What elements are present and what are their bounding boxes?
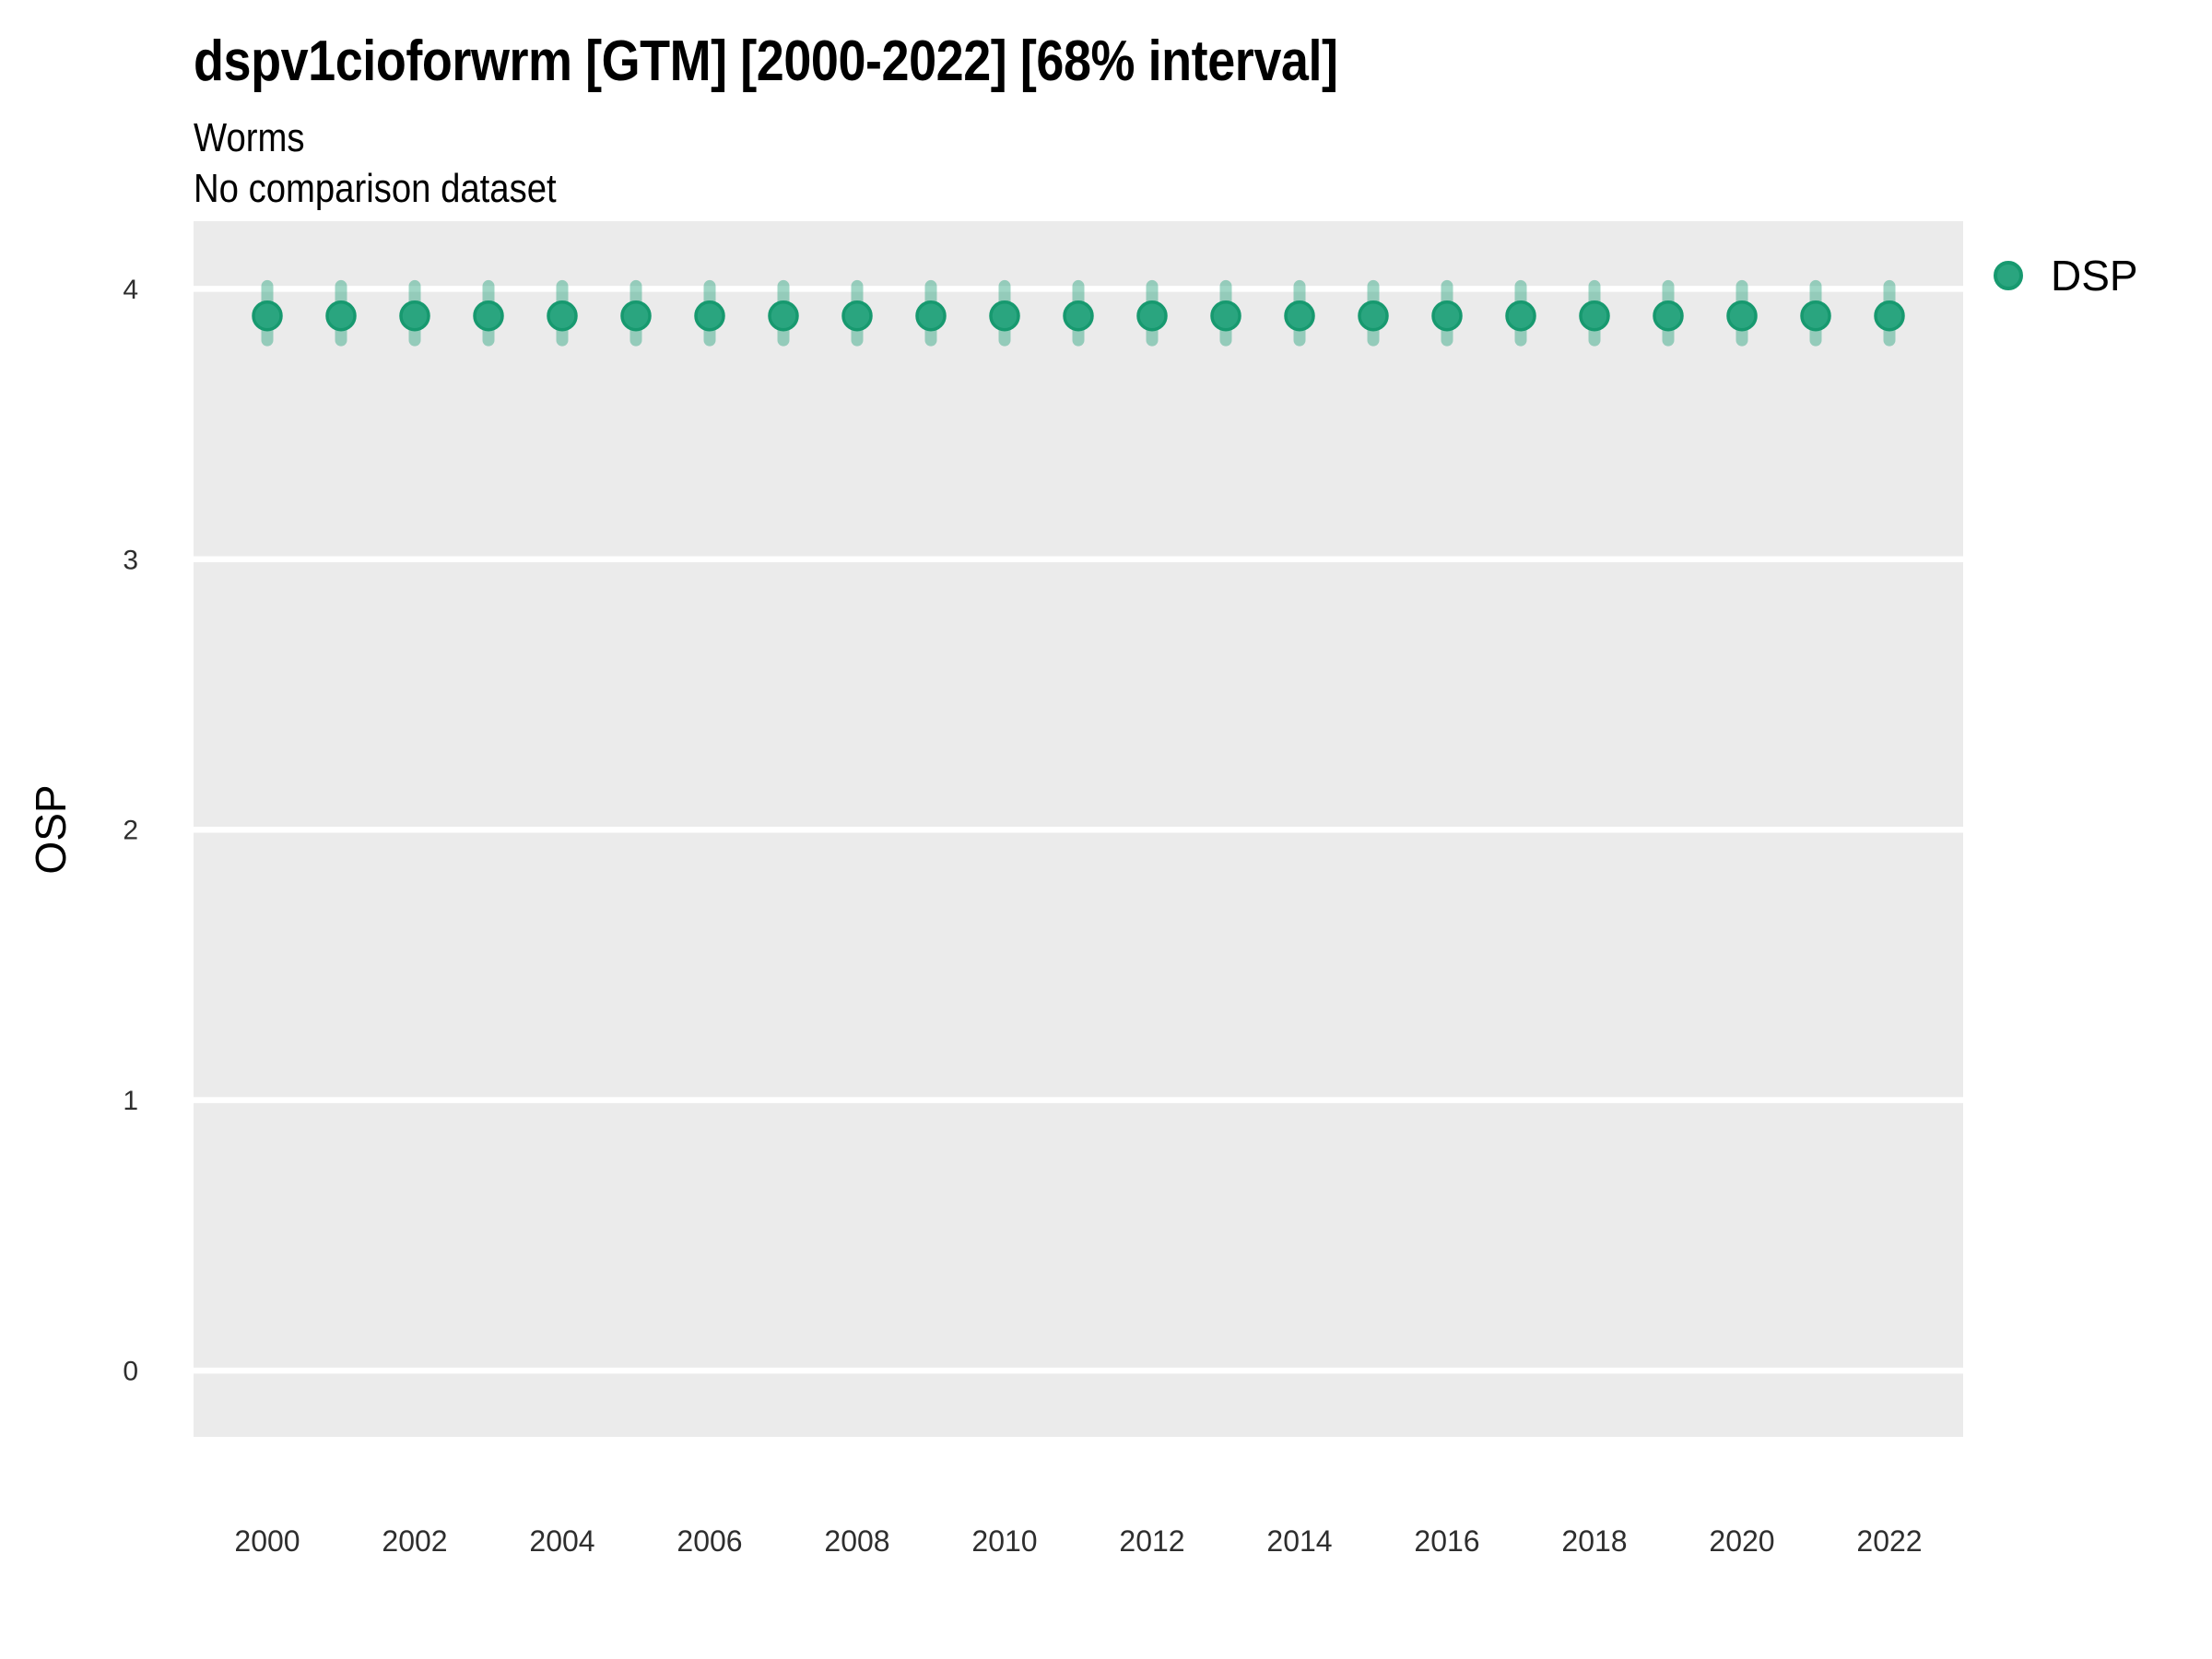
data-point-2008	[841, 300, 873, 332]
data-point-2003	[473, 300, 504, 332]
x-tick-label-2006: 2006	[677, 1524, 742, 1558]
x-tick-label-2008: 2008	[824, 1524, 889, 1558]
chart-subtitle: Worms	[194, 115, 305, 160]
x-tick-label-2004: 2004	[529, 1524, 594, 1558]
y-tick-label-2: 2	[123, 816, 138, 846]
data-point-2009	[915, 300, 947, 332]
data-point-2010	[989, 300, 1020, 332]
y-axis-title: OSP	[27, 784, 75, 875]
chart-note: No comparison dataset	[194, 166, 557, 211]
data-point-2018	[1579, 300, 1610, 332]
data-point-2001	[325, 300, 357, 332]
data-point-2012	[1136, 300, 1168, 332]
x-tick-label-2002: 2002	[382, 1524, 447, 1558]
x-tick-label-2022: 2022	[1856, 1524, 1922, 1558]
data-point-2020	[1726, 300, 1758, 332]
data-point-2006	[694, 300, 725, 332]
data-point-2014	[1284, 300, 1315, 332]
legend-point-icon	[1994, 261, 2023, 290]
data-point-2004	[547, 300, 578, 332]
data-point-2022	[1874, 300, 1905, 332]
data-point-2015	[1358, 300, 1389, 332]
chart-header: dspv1cioforwrm [GTM] [2000-2022] [68% in…	[194, 33, 1338, 214]
data-point-2016	[1431, 300, 1463, 332]
data-point-2021	[1800, 300, 1831, 332]
data-point-2000	[252, 300, 283, 332]
data-point-2013	[1210, 300, 1241, 332]
x-tick-label-2014: 2014	[1266, 1524, 1332, 1558]
data-point-2017	[1505, 300, 1536, 332]
legend: DSP	[1994, 254, 2138, 297]
x-tick-label-2020: 2020	[1709, 1524, 1774, 1558]
data-point-2011	[1063, 300, 1094, 332]
data-point-2019	[1653, 300, 1684, 332]
x-tick-label-2018: 2018	[1561, 1524, 1627, 1558]
legend-label: DSP	[2051, 252, 2138, 300]
data-point-2002	[399, 300, 430, 332]
data-point-2007	[768, 300, 799, 332]
x-tick-label-2010: 2010	[971, 1524, 1037, 1558]
x-tick-label-2012: 2012	[1119, 1524, 1184, 1558]
x-tick-label-2000: 2000	[234, 1524, 300, 1558]
x-tick-label-2016: 2016	[1414, 1524, 1479, 1558]
y-tick-label-3: 3	[123, 545, 138, 575]
y-tick-label-4: 4	[123, 275, 138, 305]
y-tick-label-1: 1	[123, 1086, 138, 1116]
chart-title: dspv1cioforwrm [GTM] [2000-2022] [68% in…	[194, 29, 1338, 93]
y-tick-label-0: 0	[123, 1357, 138, 1387]
data-point-2005	[620, 300, 652, 332]
